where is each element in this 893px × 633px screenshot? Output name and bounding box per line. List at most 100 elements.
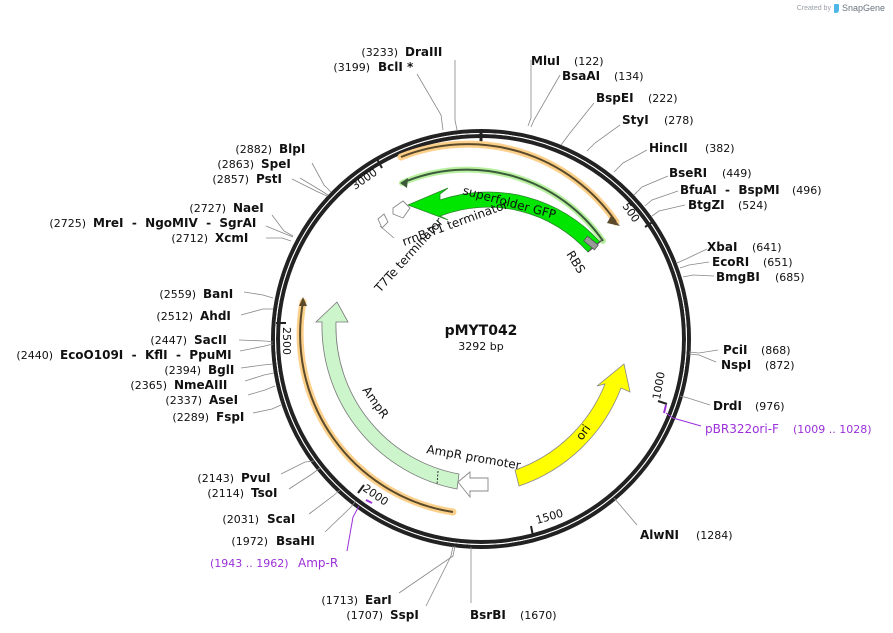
enzyme-ahdi[interactable]: (2512) AhdI: [156, 309, 230, 323]
primer-range-amp-r: (1943 .. 1962): [210, 557, 289, 570]
enzyme-name: BglI: [208, 363, 234, 377]
feature-ampr[interactable]: AmpR: [315, 301, 460, 490]
enzyme-position: (122): [574, 55, 604, 68]
enzyme-bsahi[interactable]: (1972) BsaHI: [231, 534, 314, 548]
enzyme-position: (3199): [333, 61, 370, 74]
tick-label-2500: 2500: [280, 327, 293, 355]
feature-label-ampr-promoter: AmpR promoter: [425, 442, 521, 472]
enzyme-tsoi[interactable]: (2114) TsoI: [207, 486, 277, 500]
enzyme-xbai[interactable]: XbaI (641): [707, 240, 782, 254]
enzyme-name: TsoI: [251, 486, 277, 500]
enzyme-position: (134): [614, 70, 644, 83]
enzyme-bani[interactable]: (2559) BanI: [159, 287, 233, 301]
enzyme-name: BseRI: [669, 166, 707, 180]
enzyme-position: (2559): [159, 288, 196, 301]
enzyme-hincii[interactable]: HincII (382): [649, 141, 735, 155]
enzyme-name: AlwNI: [640, 528, 679, 542]
enzyme-bsaai[interactable]: BsaAI (134): [562, 69, 644, 83]
enzyme-nmeaiii[interactable]: (2365) NmeAIII: [130, 378, 227, 392]
enzyme-name: NspI: [721, 358, 751, 372]
enzyme-position: (868): [761, 344, 791, 357]
primer-range-pbr322ori-f: (1009 .. 1028): [793, 423, 872, 436]
enzyme-bseri[interactable]: BseRI (449): [669, 166, 752, 180]
enzyme-position: (641): [752, 241, 782, 254]
enzyme-position: (3233): [361, 46, 398, 59]
enzyme-asei[interactable]: (2337) AseI: [165, 393, 238, 407]
enzyme-sspi[interactable]: (1707) SspI: [346, 608, 418, 622]
enzyme-name: MreI - NgoMIV - SgrAI: [93, 216, 256, 230]
enzyme-xcmi[interactable]: (2712) XcmI: [171, 231, 248, 245]
leader-lines-left: [238, 60, 458, 607]
orf-gfp: [397, 140, 620, 226]
orf-ampr: [296, 297, 457, 516]
enzyme-position: (651): [763, 256, 793, 269]
enzyme-draiii[interactable]: (3233) DraIII: [361, 45, 442, 59]
enzyme-position: (382): [705, 142, 735, 155]
enzyme-position: (2727): [189, 202, 226, 215]
enzyme-scai[interactable]: (2031) ScaI: [222, 512, 295, 526]
enzyme-bfuai-bspmi[interactable]: BfuAI - BspMI (496): [680, 183, 822, 197]
enzyme-name: PstI: [256, 172, 282, 186]
enzyme-psti[interactable]: (2857) PstI: [212, 172, 282, 186]
enzyme-bcli[interactable]: (3199) BclI *: [333, 60, 414, 74]
enzyme-name: BlpI: [279, 142, 305, 156]
enzyme-styi[interactable]: StyI (278): [622, 113, 694, 127]
primer-pbr322ori-f[interactable]: pBR322ori-F (1009 .. 1028): [663, 404, 872, 436]
enzyme-fspi[interactable]: (2289) FspI: [172, 410, 244, 424]
enzyme-mlui[interactable]: MluI (122): [531, 54, 604, 68]
enzyme-mrei-ngomiv-sgrai[interactable]: (2725) MreI - NgoMIV - SgrAI: [49, 216, 256, 230]
enzyme-name: AhdI: [200, 309, 231, 323]
credit-prefix: Created by: [796, 4, 831, 12]
enzyme-spei[interactable]: (2863) SpeI: [217, 157, 290, 171]
enzyme-labels-right: MluI (122) BsaAI (134) BspEI (222) StyI (278…: [470, 54, 822, 622]
enzyme-position: (2512): [156, 310, 193, 323]
enzyme-position: (278): [664, 114, 694, 127]
enzyme-name: DraIII: [405, 45, 442, 59]
enzyme-name: SpeI: [261, 157, 291, 171]
enzyme-position: (2725): [49, 217, 86, 230]
enzyme-position: (1713): [321, 594, 358, 607]
enzyme-naei[interactable]: (2727) NaeI: [189, 201, 263, 215]
enzyme-position: (1670): [520, 609, 557, 622]
enzyme-name: EcoRI: [712, 255, 749, 269]
enzyme-name: BsaHI: [276, 534, 315, 548]
enzyme-bsrbi[interactable]: BsrBI (1670): [470, 608, 557, 622]
enzyme-drdi[interactable]: DrdI (976): [713, 399, 785, 413]
enzyme-name: SspI: [390, 608, 419, 622]
enzyme-pvui[interactable]: (2143) PvuI: [197, 471, 270, 485]
enzyme-name: XbaI: [707, 240, 737, 254]
enzyme-bgli[interactable]: (2394) BglI: [164, 363, 234, 377]
feature-t7te-terminator[interactable]: T7Te terminator: [371, 213, 446, 296]
enzyme-name: BmgBI: [716, 270, 760, 284]
primer-amp-r[interactable]: (1943 .. 1962) Amp-R: [210, 499, 373, 570]
feature-ori[interactable]: ori: [514, 363, 631, 487]
enzyme-eari[interactable]: (1713) EarI: [321, 593, 391, 607]
enzyme-bspei[interactable]: BspEI (222): [596, 91, 678, 105]
enzyme-ecoo109i-kfli-ppumi[interactable]: (2440) EcoO109I - KflI - PpuMI: [16, 348, 231, 362]
enzyme-position: (2143): [197, 472, 234, 485]
enzyme-name: BfuAI - BspMI: [680, 183, 780, 197]
enzyme-position: (2863): [217, 158, 254, 171]
enzyme-position: (2440): [16, 349, 53, 362]
enzyme-bmgbi[interactable]: BmgBI (685): [716, 270, 805, 284]
enzyme-name: MluI: [531, 54, 560, 68]
enzyme-name: NmeAIII: [174, 378, 227, 392]
snapgene-logo-icon: [833, 3, 839, 13]
enzyme-name: BtgZI: [688, 198, 725, 212]
enzyme-ecori[interactable]: EcoRI (651): [712, 255, 793, 269]
enzyme-position: (1972): [231, 535, 268, 548]
enzyme-alwni[interactable]: AlwNI (1284): [640, 528, 733, 542]
enzyme-position: (2114): [207, 487, 244, 500]
enzyme-position: (2031): [222, 513, 259, 526]
enzyme-btgzi[interactable]: BtgZI (524): [688, 198, 768, 212]
gfp-translation: [399, 166, 606, 244]
enzyme-position: (2447): [150, 334, 187, 347]
enzyme-position: (872): [765, 359, 795, 372]
enzyme-name: BsrBI: [470, 608, 506, 622]
enzyme-sacii[interactable]: (2447) SacII: [150, 333, 226, 347]
enzyme-blpi[interactable]: (2882) BlpI: [235, 142, 305, 156]
enzyme-pcii[interactable]: PciI (868): [723, 343, 791, 357]
enzyme-nspi[interactable]: NspI (872): [721, 358, 795, 372]
enzyme-name: BclI *: [378, 60, 414, 74]
enzyme-name: StyI: [622, 113, 649, 127]
